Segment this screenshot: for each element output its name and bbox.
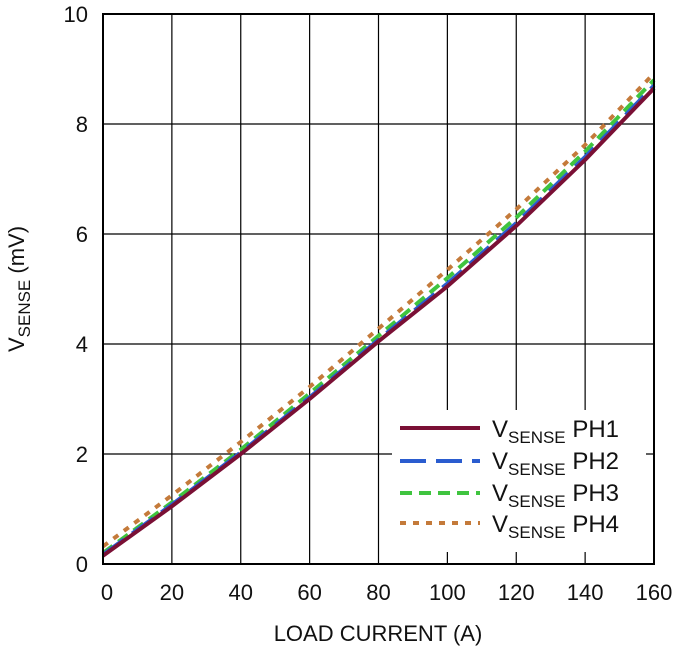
legend-label-ph2: VSENSE PH2 — [492, 448, 619, 479]
y-tick-label: 0 — [76, 552, 88, 577]
y-axis-label: VSENSE (mV) — [4, 226, 34, 352]
series-line-ph4 — [101, 72, 656, 549]
y-axis-label-sub: SENSE — [15, 280, 34, 338]
legend-label-ph3: VSENSE PH3 — [492, 480, 619, 511]
x-tick-label: 80 — [366, 580, 390, 605]
y-axis-label-rest: (mV) — [4, 226, 29, 280]
legend-background — [392, 410, 646, 552]
tick-labels: 0 20 40 60 80 100 120 140 160 0 2 4 6 8 10 — [64, 2, 673, 605]
grid-layer — [102, 13, 655, 565]
legend-label-ph2-main: V — [492, 448, 508, 475]
x-tick-label: 0 — [101, 580, 113, 605]
y-axis-label-main: V — [4, 337, 29, 352]
legend-label-ph3-rest: PH3 — [566, 480, 619, 507]
legend-label-ph3-sub: SENSE — [508, 492, 566, 511]
legend-item-ph2: VSENSE PH2 — [400, 448, 619, 479]
legend-label-ph4-main: V — [492, 511, 508, 538]
series-layer — [101, 72, 656, 558]
legend-label-ph1: VSENSE PH1 — [492, 416, 619, 447]
x-tick-label: 120 — [498, 580, 535, 605]
y-tick-label: 8 — [76, 112, 88, 137]
x-tick-label: 100 — [429, 580, 466, 605]
plot-frame — [102, 13, 655, 565]
x-tick-label: 20 — [160, 580, 184, 605]
legend-label-ph1-rest: PH1 — [566, 416, 619, 443]
y-tick-label: 6 — [76, 222, 88, 247]
legend-label-ph4: VSENSE PH4 — [492, 511, 619, 542]
x-tick-label: 160 — [636, 580, 673, 605]
y-tick-label: 2 — [76, 442, 88, 467]
legend-item-ph4: VSENSE PH4 — [400, 511, 619, 542]
series-line-ph1 — [101, 86, 656, 558]
legend-label-ph4-sub: SENSE — [508, 523, 566, 542]
x-tick-label: 40 — [229, 580, 253, 605]
x-tick-label: 140 — [567, 580, 604, 605]
x-tick-label: 60 — [297, 580, 321, 605]
legend-label-ph4-rest: PH4 — [566, 511, 619, 538]
legend-label-ph1-main: V — [492, 416, 508, 443]
legend-label-ph1-sub: SENSE — [508, 428, 566, 447]
y-tick-label: 10 — [64, 2, 88, 27]
legend-item-ph1: VSENSE PH1 — [400, 416, 619, 447]
legend-label-ph2-sub: SENSE — [508, 460, 566, 479]
y-tick-label: 4 — [76, 332, 88, 357]
legend-label-ph3-main: V — [492, 480, 508, 507]
legend-label-ph2-rest: PH2 — [566, 448, 619, 475]
legend-item-ph3: VSENSE PH3 — [400, 480, 619, 511]
x-axis-label: LOAD CURRENT (A) — [274, 621, 483, 646]
legend: VSENSE PH1 VSENSE PH2 VSENSE PH3 VSENSE … — [392, 410, 646, 552]
